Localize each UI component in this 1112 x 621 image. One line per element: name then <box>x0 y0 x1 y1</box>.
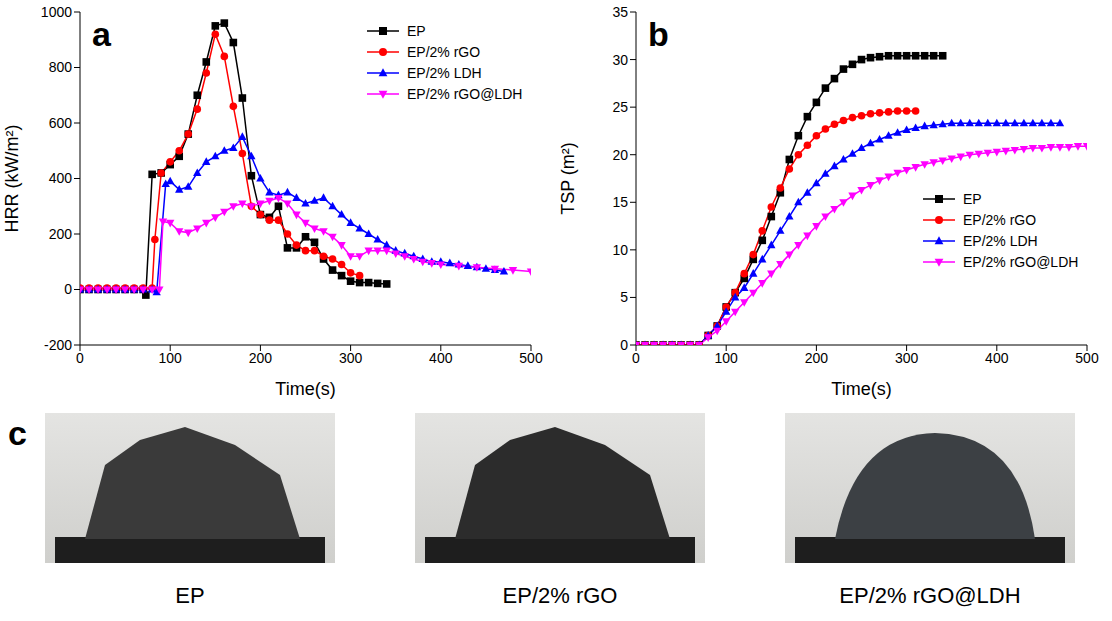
svg-text:15: 15 <box>612 194 628 210</box>
svg-text:400: 400 <box>49 170 73 186</box>
svg-text:0: 0 <box>632 350 640 366</box>
svg-text:EP/2% rGO: EP/2% rGO <box>503 583 618 608</box>
html-text:EP/2% rGO@LDH: EP/2% rGO@LDH <box>963 254 1079 270</box>
svg-text:400: 400 <box>985 350 1009 366</box>
svg-text:200: 200 <box>249 350 273 366</box>
svg-text:Time(s): Time(s) <box>275 379 335 399</box>
svg-text:200: 200 <box>805 350 829 366</box>
svg-text:TSP (m²): TSP (m²) <box>558 142 578 215</box>
svg-text:EP/2% rGO@LDH: EP/2% rGO@LDH <box>839 583 1020 608</box>
svg-text:30: 30 <box>612 52 628 68</box>
svg-text:0: 0 <box>76 350 84 366</box>
html-text:EP/2% LDH: EP/2% LDH <box>963 233 1038 249</box>
svg-text:35: 35 <box>612 4 628 20</box>
svg-text:20: 20 <box>612 147 628 163</box>
html-text:a: a <box>92 15 111 53</box>
html-text:EP: EP <box>407 22 426 39</box>
html-text:EP: EP <box>963 191 982 207</box>
svg-text:300: 300 <box>895 350 919 366</box>
svg-text:5: 5 <box>620 289 628 305</box>
svg-text:c: c <box>8 414 27 452</box>
svg-text:Time(s): Time(s) <box>831 379 891 399</box>
svg-text:100: 100 <box>159 350 183 366</box>
svg-text:200: 200 <box>49 226 73 242</box>
html-text:EP/2% rGO@LDH: EP/2% rGO@LDH <box>407 85 523 102</box>
svg-text:25: 25 <box>612 99 628 115</box>
svg-text:800: 800 <box>49 59 73 75</box>
svg-text:500: 500 <box>1075 350 1099 366</box>
html-text:b: b <box>648 15 669 53</box>
html-text:EP/2% rGO: EP/2% rGO <box>963 212 1037 228</box>
svg-text:500: 500 <box>519 350 543 366</box>
svg-text:EP: EP <box>175 583 204 608</box>
svg-text:0: 0 <box>620 337 628 353</box>
html-text:EP/2% rGO: EP/2% rGO <box>407 43 481 60</box>
svg-text:HRR (kW/m²): HRR (kW/m²) <box>2 125 22 233</box>
svg-text:600: 600 <box>49 115 73 131</box>
svg-text:400: 400 <box>429 350 453 366</box>
svg-text:1000: 1000 <box>41 4 72 20</box>
svg-text:300: 300 <box>339 350 363 366</box>
svg-text:-200: -200 <box>44 337 72 353</box>
svg-text:100: 100 <box>715 350 739 366</box>
svg-text:10: 10 <box>612 242 628 258</box>
html-text:EP/2% LDH: EP/2% LDH <box>407 64 482 81</box>
svg-text:0: 0 <box>64 281 72 297</box>
